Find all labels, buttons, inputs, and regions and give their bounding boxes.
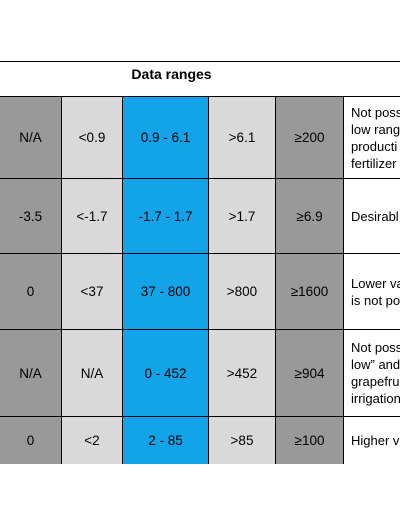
row-2-note-line-1: Desirabl: [351, 208, 399, 224]
row-1-bottom-border: [0, 178, 400, 179]
row-2-col-3: -1.7 - 1.7: [123, 179, 209, 253]
row-4-col-1: N/A: [0, 330, 62, 416]
row-5-col-5: ≥100: [276, 417, 344, 464]
row-1-note-line-4: fertilizer: [351, 155, 397, 171]
row-4-note-line-3: grapefru: [351, 374, 400, 389]
row-4-col-5: ≥904: [276, 330, 344, 416]
row-1-col-2: <0.9: [62, 97, 123, 178]
row-3-note-line-1: Lower va: [351, 275, 400, 291]
row-4-bottom-border: [0, 416, 400, 417]
row-2-col-5: ≥6.9: [276, 179, 344, 253]
row-5-col-1: 0: [0, 417, 62, 464]
row-5-note-line-1: Higher v: [351, 433, 400, 448]
table-header-title: Data ranges: [131, 66, 212, 82]
row-2-col-4: >1.7: [209, 179, 276, 253]
row-1-note-line-1: Not poss: [351, 104, 400, 120]
row-4-note-line-1: Not poss: [351, 340, 400, 355]
row-1-note-line-3: producti: [351, 138, 398, 154]
row-1-note: Not poss low rang producti fertilizer: [344, 97, 400, 178]
row-2-col-2: <-1.7: [62, 179, 123, 253]
row-1-col-3: 0.9 - 6.1: [123, 97, 209, 178]
row-4-col-3: 0 - 452: [123, 330, 209, 416]
row-5-col-2: <2: [62, 417, 123, 464]
header-bottom-border: [0, 96, 400, 97]
row-3-col-2: <37: [62, 254, 123, 329]
row-3-col-3: 37 - 800: [123, 254, 209, 329]
row-4-col-2: N/A: [62, 330, 123, 416]
row-5-col-3: 2 - 85: [123, 417, 209, 464]
row-1-col-5: ≥200: [276, 97, 344, 178]
row-3-note: Lower va is not po: [344, 254, 400, 329]
row-4-note-line-2: low” and: [351, 357, 400, 372]
row-1-col-4: >6.1: [209, 97, 276, 178]
row-1-note-line-2: low rang: [351, 121, 400, 137]
row-2-bottom-border: [0, 253, 400, 254]
row-3-col-4: >800: [209, 254, 276, 329]
row-4-note: Not poss low” and grapefru irrigation: [344, 330, 400, 416]
row-2-note: Desirabl: [344, 179, 400, 253]
row-3-col-5: ≥1600: [276, 254, 344, 329]
row-1-col-1: N/A: [0, 97, 62, 178]
table-top-border: [0, 61, 400, 62]
row-3-col-1: 0: [0, 254, 62, 329]
row-2-col-1: -3.5: [0, 179, 62, 253]
row-3-bottom-border: [0, 329, 400, 330]
row-4-note-line-4: irrigation: [351, 391, 400, 406]
row-3-note-line-2: is not po: [351, 292, 400, 308]
row-5-note: Higher v: [344, 417, 400, 464]
row-4-col-4: >452: [209, 330, 276, 416]
row-5-col-4: >85: [209, 417, 276, 464]
